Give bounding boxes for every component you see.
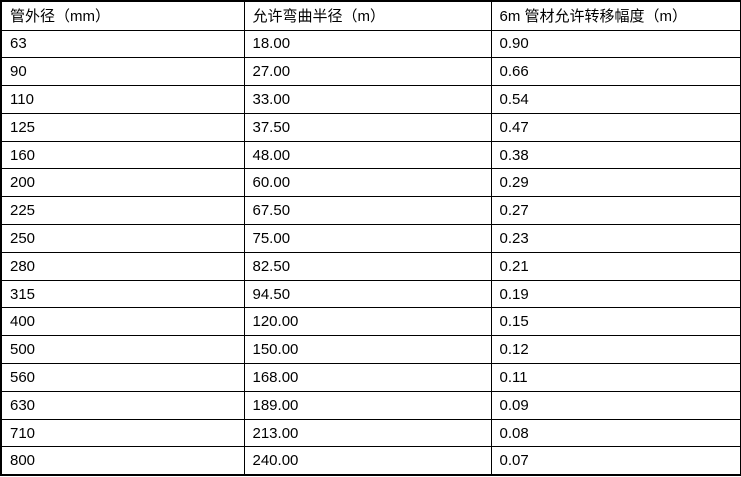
table-cell: 200 bbox=[0, 168, 245, 198]
table-cell: 60.00 bbox=[243, 168, 492, 198]
table-cell: 150.00 bbox=[243, 335, 492, 365]
table-cell: 63 bbox=[0, 29, 245, 59]
table-cell: 0.08 bbox=[490, 418, 741, 448]
table-row: 200 60.00 0.29 bbox=[0, 168, 741, 198]
table-cell: 110 bbox=[0, 85, 245, 114]
column-header: 允许弯曲半径（m） bbox=[243, 0, 492, 31]
table-cell: 0.47 bbox=[490, 112, 741, 142]
table-cell: 94.50 bbox=[243, 279, 492, 309]
table-cell: 0.09 bbox=[490, 390, 741, 420]
table-cell: 120.00 bbox=[243, 307, 492, 337]
column-header: 6m 管材允许转移幅度（m） bbox=[490, 0, 741, 31]
table-cell: 168.00 bbox=[243, 363, 492, 392]
table-cell: 0.38 bbox=[490, 140, 741, 170]
table-cell: 75.00 bbox=[243, 224, 492, 253]
table-cell: 213.00 bbox=[243, 418, 492, 448]
table-cell: 240.00 bbox=[243, 446, 492, 476]
table-row: 90 27.00 0.66 bbox=[0, 57, 741, 87]
table-row: 225 67.50 0.27 bbox=[0, 196, 741, 226]
table-row: 125 37.50 0.47 bbox=[0, 112, 741, 142]
table-body: 63 18.00 0.90 90 27.00 0.66 110 33.00 0.54 125 37.… bbox=[0, 29, 741, 476]
table-cell: 0.90 bbox=[490, 29, 741, 59]
table-cell: 0.23 bbox=[490, 224, 741, 253]
table-cell: 0.07 bbox=[490, 446, 741, 476]
table-cell: 710 bbox=[0, 418, 245, 448]
table-row: 400 120.00 0.15 bbox=[0, 307, 741, 337]
table-cell: 48.00 bbox=[243, 140, 492, 170]
table-cell: 0.27 bbox=[490, 196, 741, 226]
table-cell: 315 bbox=[0, 279, 245, 309]
table-cell: 250 bbox=[0, 224, 245, 253]
table-row: 710 213.00 0.08 bbox=[0, 418, 741, 448]
table-row: 160 48.00 0.38 bbox=[0, 140, 741, 170]
table-cell: 189.00 bbox=[243, 390, 492, 420]
table-cell: 67.50 bbox=[243, 196, 492, 226]
table-cell: 27.00 bbox=[243, 57, 492, 87]
table-cell: 0.54 bbox=[490, 85, 741, 114]
table-row: 560 168.00 0.11 bbox=[0, 363, 741, 392]
table-cell: 37.50 bbox=[243, 112, 492, 142]
table-row: 250 75.00 0.23 bbox=[0, 224, 741, 253]
table-cell: 0.66 bbox=[490, 57, 741, 87]
table-cell: 400 bbox=[0, 307, 245, 337]
table-cell: 0.19 bbox=[490, 279, 741, 309]
table-row: 500 150.00 0.12 bbox=[0, 335, 741, 365]
table-row: 800 240.00 0.07 bbox=[0, 446, 741, 476]
table-cell: 800 bbox=[0, 446, 245, 476]
table-cell: 33.00 bbox=[243, 85, 492, 114]
table-row: 63 18.00 0.90 bbox=[0, 29, 741, 59]
table-cell: 500 bbox=[0, 335, 245, 365]
table-cell: 18.00 bbox=[243, 29, 492, 59]
table-row: 315 94.50 0.19 bbox=[0, 279, 741, 309]
table-row: 110 33.00 0.54 bbox=[0, 85, 741, 114]
table-cell: 0.29 bbox=[490, 168, 741, 198]
table-row: 630 189.00 0.09 bbox=[0, 390, 741, 420]
table-cell: 82.50 bbox=[243, 251, 492, 281]
table-cell: 225 bbox=[0, 196, 245, 226]
table-cell: 280 bbox=[0, 251, 245, 281]
table-cell: 0.11 bbox=[490, 363, 741, 392]
table-cell: 160 bbox=[0, 140, 245, 170]
table-cell: 90 bbox=[0, 57, 245, 87]
table-cell: 0.12 bbox=[490, 335, 741, 365]
table-cell: 125 bbox=[0, 112, 245, 142]
table-header: 管外径（mm） 允许弯曲半径（m） 6m 管材允许转移幅度（m） bbox=[0, 0, 741, 31]
table-cell: 0.21 bbox=[490, 251, 741, 281]
table-cell: 630 bbox=[0, 390, 245, 420]
header-row: 管外径（mm） 允许弯曲半径（m） 6m 管材允许转移幅度（m） bbox=[0, 0, 741, 31]
column-header: 管外径（mm） bbox=[0, 0, 245, 31]
table-cell: 0.15 bbox=[490, 307, 741, 337]
table-row: 280 82.50 0.21 bbox=[0, 251, 741, 281]
table-cell: 560 bbox=[0, 363, 245, 392]
